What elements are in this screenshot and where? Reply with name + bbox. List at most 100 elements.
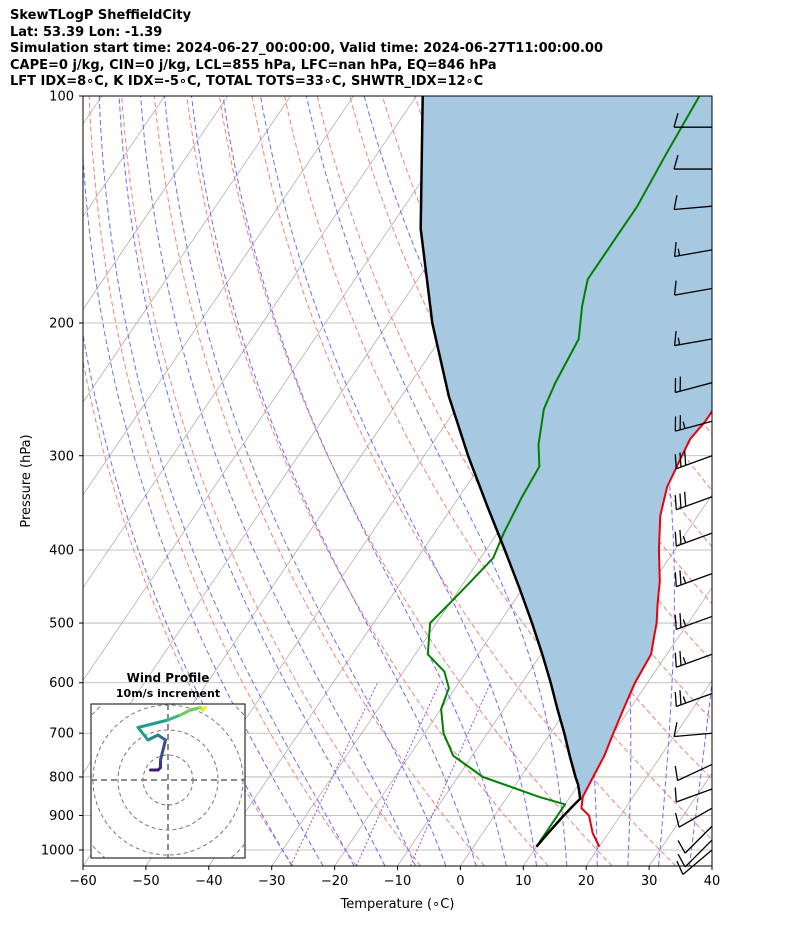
moist-adiabat-line [222, 96, 507, 866]
moist-adiabat-line [260, 96, 538, 866]
y-tick-label: 100 [49, 90, 74, 105]
wind-barb [674, 529, 713, 547]
hodograph-trace-segment [136, 718, 170, 729]
hodograph-trace-segment [161, 738, 167, 752]
y-tick-label: 700 [49, 727, 74, 742]
wind-barb-flag [673, 154, 679, 170]
wind-barb-staff [674, 205, 713, 211]
dewpoint-profile-line [426, 96, 701, 848]
hodograph-trace-segment [179, 708, 192, 717]
x-tick-label: 0 [456, 874, 464, 889]
hodograph-title: Wind Profile [127, 671, 210, 685]
wind-barb-staff [676, 653, 713, 668]
wind-barb-staff [676, 496, 713, 511]
chart-title: SkewTLogP SheffieldCity [10, 8, 192, 23]
hodograph-inset: Wind Profile 10m/s increment [90, 671, 246, 859]
isotherm-line [83, 96, 291, 403]
wind-barb [674, 491, 713, 511]
dry-adiabat-line [121, 96, 422, 866]
wind-barb [674, 570, 713, 588]
index-line: LFT IDX=8∘C, K IDX=-5∘C, TOTAL TOTS=33∘C… [10, 74, 484, 89]
wind-barb-half [682, 696, 687, 704]
wind-barb-half [677, 248, 681, 256]
wind-barb-flag [677, 853, 686, 868]
moist-adiabat-line [191, 96, 477, 866]
wind-barb-staff [674, 338, 713, 347]
y-tick-label: 400 [49, 543, 74, 558]
wind-barb-staff [674, 732, 713, 738]
wind-barb [673, 195, 713, 211]
wind-barb [673, 154, 712, 170]
x-tick-label: −50 [132, 874, 159, 889]
wind-barb-flag [679, 452, 682, 468]
wind-barb-flag [684, 450, 687, 466]
wind-barb-staff [682, 849, 713, 875]
wind-barb-staff [675, 420, 713, 432]
wind-barb-flag [674, 691, 677, 707]
x-tick-label: −10 [384, 874, 411, 889]
wind-barb [674, 807, 713, 828]
moist-adiabat-line [164, 96, 447, 866]
wind-barb-staff [676, 532, 713, 547]
wind-barb-flag [679, 529, 682, 545]
hodograph-trace-segment [189, 706, 202, 712]
dry-adiabat-line [741, 96, 794, 866]
wind-barb [674, 613, 713, 631]
hodograph-trace-segment [166, 713, 182, 722]
wind-barb [674, 787, 713, 803]
wind-barb-flag [679, 613, 682, 628]
dry-adiabat-line [83, 358, 294, 866]
wind-barb-staff [674, 287, 713, 296]
wind-barb-staff [675, 382, 713, 394]
mixing-ratio-line [409, 682, 492, 866]
dry-adiabat-line [153, 96, 485, 866]
wind-barb [677, 825, 713, 854]
x-axis-label: Temperature (∘C) [340, 897, 455, 912]
wind-barb-staff [684, 839, 713, 868]
wind-barb [674, 415, 713, 432]
wind-barb-flag [673, 113, 679, 128]
y-tick-label: 300 [49, 449, 74, 464]
dry-adiabat-line [88, 96, 358, 866]
wind-barb-flag [673, 195, 678, 210]
x-tick-label: −60 [69, 874, 96, 889]
dry-adiabat-line [186, 96, 549, 866]
y-axis-label: Pressure (hPa) [19, 434, 34, 527]
mixing-ratio-line [290, 682, 378, 866]
wind-barb-flag [674, 766, 679, 781]
wind-barb [674, 763, 713, 782]
moist-adiabat-line [83, 148, 324, 866]
x-tick-label: −40 [195, 874, 222, 889]
moist-adiabat-line [305, 96, 568, 866]
x-tick-label: −30 [258, 874, 285, 889]
hodograph-trace-segment [201, 706, 207, 712]
wind-barb-staff [676, 573, 713, 588]
isotherm-line [585, 679, 712, 866]
wind-barb-flag [673, 280, 677, 296]
wind-barb [673, 280, 713, 296]
parcel-path-line [419, 96, 582, 848]
isotherm-line [83, 96, 229, 311]
hodograph-subtitle: 10m/s increment [116, 687, 220, 700]
isotherm-line [83, 96, 354, 496]
chart-header: SkewTLogP SheffieldCity Lat: 53.39 Lon: … [10, 8, 603, 91]
x-tick-label: 40 [704, 874, 721, 889]
y-tick-label: 600 [49, 676, 74, 691]
wind-barb-flag [679, 650, 682, 666]
dry-adiabat-line [218, 96, 613, 866]
wind-barb-flag [674, 652, 677, 668]
wind-barb-half [682, 619, 687, 627]
wind-barb-staff [676, 455, 713, 470]
wind-barb-half [682, 657, 687, 665]
hodograph-content [91, 704, 245, 858]
wind-barb-flag [674, 812, 680, 828]
isotherm-line [711, 865, 712, 866]
moist-adiabat-line [118, 96, 386, 866]
wind-barb [677, 839, 713, 868]
wind-barb-flag [673, 241, 677, 257]
y-tick-label: 200 [49, 316, 74, 331]
moist-adiabat-line [720, 96, 794, 866]
wind-barb [673, 241, 713, 258]
wind-barb-flag [673, 331, 677, 346]
wind-barb [674, 450, 713, 470]
